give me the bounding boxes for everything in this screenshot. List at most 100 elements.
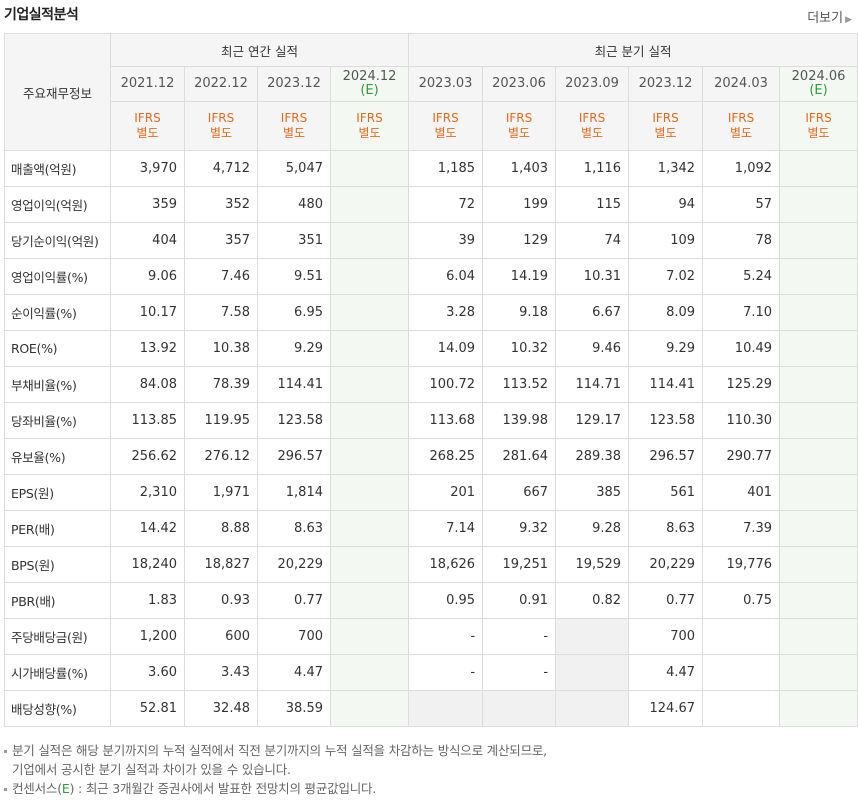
table-cell xyxy=(779,258,858,295)
table-cell: 123.58 xyxy=(628,402,704,439)
table-row: EPS(원) 2,310 1,971 1,814 201 667 385 561 401 xyxy=(4,474,858,511)
period-label: 2022.12 xyxy=(194,76,248,91)
table-row: PER(배) 14.42 8.88 8.63 7.14 9.32 9.28 8.63 7.39 xyxy=(4,510,858,547)
table-cell: 352 xyxy=(184,186,258,223)
period-header: 2024.06 (E) xyxy=(779,66,858,102)
table-cell xyxy=(702,618,781,655)
table-cell xyxy=(329,222,410,259)
table-cell: 1,403 xyxy=(482,150,557,187)
separate-label: 별도 xyxy=(209,126,233,140)
table-cell: 561 xyxy=(628,474,704,511)
table-cell: 114.41 xyxy=(257,366,331,403)
table-cell: 281.64 xyxy=(482,438,557,475)
table-cell: - xyxy=(408,618,484,655)
table-cell: 72 xyxy=(408,186,484,223)
table-cell: 32.48 xyxy=(184,690,258,727)
table-cell: 7.14 xyxy=(408,510,484,547)
table-cell: 401 xyxy=(702,474,781,511)
table-cell xyxy=(408,690,484,727)
table-cell: 123.58 xyxy=(257,402,331,439)
table-cell: 10.32 xyxy=(482,330,557,367)
table-cell xyxy=(329,510,410,547)
footnote-1-cont: 기업에서 공시한 분기 실적과 차이가 있을 수 있습니다. xyxy=(12,762,291,777)
table-row: 영업이익률(%) 9.06 7.46 9.51 6.04 14.19 10.31 7.02 5.… xyxy=(4,258,858,295)
table-cell xyxy=(329,366,410,403)
table-cell: 1,342 xyxy=(628,150,704,187)
table-row: 순이익률(%) 10.17 7.58 6.95 3.28 9.18 6.67 8.09 7.10 xyxy=(4,294,858,331)
table-cell: 38.59 xyxy=(257,690,331,727)
table-cell: 119.95 xyxy=(184,402,258,439)
table-cell: 0.75 xyxy=(702,582,781,619)
table-row: 당좌비율(%) 113.85 119.95 123.58 113.68 139.98 129… xyxy=(4,402,858,439)
more-label: 더보기 xyxy=(807,11,844,26)
row-label: ROE(%) xyxy=(4,330,111,367)
table-cell xyxy=(329,258,410,295)
table-cell: 6.04 xyxy=(408,258,484,295)
separate-label: 별도 xyxy=(434,126,457,140)
table-row: PBR(배) 1.83 0.93 0.77 0.95 0.91 0.82 0.77 0.75 xyxy=(4,582,858,619)
table-cell: 19,776 xyxy=(702,546,781,583)
table-cell xyxy=(779,402,858,439)
table-cell: 8.09 xyxy=(628,294,704,331)
table-cell: 268.25 xyxy=(408,438,484,475)
table-cell: 113.68 xyxy=(408,402,484,439)
ifrs-label: IFRS xyxy=(356,111,383,125)
table-cell: 18,626 xyxy=(408,546,484,583)
table-cell: 2,310 xyxy=(110,474,185,511)
table-cell: 18,827 xyxy=(184,546,258,583)
table-cell: 8.88 xyxy=(184,510,258,547)
separate-label: 별도 xyxy=(282,126,306,140)
period-header: 2023.09 xyxy=(555,66,630,102)
table-cell: 57 xyxy=(702,186,781,223)
bullet-icon xyxy=(4,750,7,753)
table-cell: 7.02 xyxy=(628,258,704,295)
bullet-icon xyxy=(4,788,7,791)
table-cell: 52.81 xyxy=(110,690,185,727)
table-cell: 667 xyxy=(482,474,557,511)
estimate-label: (E) xyxy=(809,83,828,98)
table-cell xyxy=(779,474,858,511)
table-row: 부채비율(%) 84.08 78.39 114.41 100.72 113.52 114.7… xyxy=(4,366,858,403)
table-cell: 4.47 xyxy=(628,654,704,691)
row-label: 당좌비율(%) xyxy=(4,402,111,439)
table-cell xyxy=(329,618,410,655)
table-cell xyxy=(779,510,858,547)
ifrs-label: IFRS xyxy=(805,111,832,125)
row-label: EPS(원) xyxy=(4,474,111,511)
annual-group-header: 최근 연간 실적 xyxy=(109,33,410,67)
table-cell xyxy=(329,402,410,439)
table-cell: 8.63 xyxy=(628,510,704,547)
label-column-header: 주요재무정보 xyxy=(4,33,111,151)
table-cell: 256.62 xyxy=(110,438,185,475)
footnotes: 분기 실적은 해당 분기까지의 누적 실적에서 직전 분기까지의 누적 실적을 … xyxy=(4,741,547,798)
table-cell: 109 xyxy=(628,222,704,259)
table-cell: 10.31 xyxy=(555,258,630,295)
table-cell: 9.28 xyxy=(555,510,630,547)
table-cell xyxy=(779,582,858,619)
table-cell: 139.98 xyxy=(482,402,557,439)
ifrs-label: IFRS xyxy=(207,111,235,125)
period-label: 2024.12 xyxy=(342,69,397,84)
table-cell: 1,814 xyxy=(257,474,331,511)
table-cell: 0.91 xyxy=(482,582,557,619)
separate-label: 별도 xyxy=(729,126,753,140)
period-label: 2023.06 xyxy=(492,76,546,91)
separate-label: 별도 xyxy=(654,126,677,140)
table-cell: 74 xyxy=(555,222,630,259)
table-cell: 94 xyxy=(628,186,704,223)
table-cell: 9.29 xyxy=(628,330,704,367)
table-cell: 0.77 xyxy=(257,582,331,619)
table-cell: 296.57 xyxy=(257,438,331,475)
table-cell xyxy=(779,366,858,403)
footnote-2: 컨센서스(E) : 최근 3개월간 증권사에서 발표한 전망치의 평균값입니다. xyxy=(4,779,547,798)
table-cell: 9.51 xyxy=(257,258,331,295)
table-cell: 125.29 xyxy=(702,366,781,403)
more-link[interactable]: 더보기 ▶ xyxy=(807,7,852,26)
row-label: PBR(배) xyxy=(4,582,111,619)
ifrs-label: IFRS xyxy=(727,111,755,125)
table-cell xyxy=(779,330,858,367)
table-row: 주당배당금(원) 1,200 600 700- -700 xyxy=(4,618,858,655)
table-row: 시가배당률(%) 3.60 3.43 4.47- -4.47 xyxy=(4,654,858,691)
table-cell: 14.19 xyxy=(482,258,557,295)
table-cell: 5,047 xyxy=(257,150,331,187)
